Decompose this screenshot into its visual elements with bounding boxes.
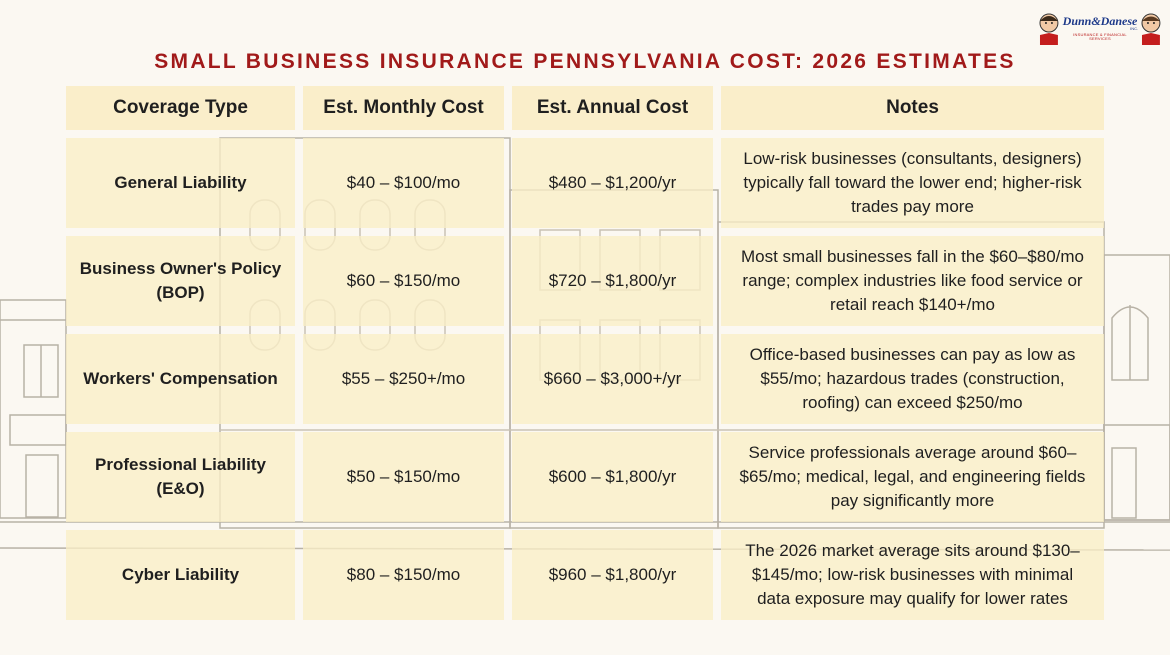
row-cyber-liability-annual: $960 – $1,800/yr xyxy=(512,530,713,620)
header-notes: Notes xyxy=(721,86,1104,130)
row-general-liability-notes: Low-risk businesses (consultants, design… xyxy=(721,138,1104,228)
row-bop-notes: Most small businesses fall in the $60–$8… xyxy=(721,236,1104,326)
row-cyber-liability-type: Cyber Liability xyxy=(66,530,295,620)
row-workers-comp-notes: Office-based businesses can pay as low a… xyxy=(721,334,1104,424)
logo-wordmark: Dunn&Danese INC. INSURANCE & FINANCIAL S… xyxy=(1062,15,1138,41)
row-bop-type: Business Owner's Policy (BOP) xyxy=(66,236,295,326)
header-monthly-cost: Est. Monthly Cost xyxy=(303,86,504,130)
row-workers-comp-type: Workers' Compensation xyxy=(66,334,295,424)
row-workers-comp-monthly: $55 – $250+/mo xyxy=(303,334,504,424)
logo-tagline: INSURANCE & FINANCIAL SERVICES xyxy=(1073,32,1127,41)
row-general-liability-annual: $480 – $1,200/yr xyxy=(512,138,713,228)
row-professional-liability-monthly: $50 – $150/mo xyxy=(303,432,504,522)
row-cyber-liability-notes: The 2026 market average sits around $130… xyxy=(721,530,1104,620)
header-annual-cost: Est. Annual Cost xyxy=(512,86,713,130)
row-general-liability-type: General Liability xyxy=(66,138,295,228)
company-logo: Dunn&Danese INC. INSURANCE & FINANCIAL S… xyxy=(1036,8,1164,48)
row-bop-annual: $720 – $1,800/yr xyxy=(512,236,713,326)
row-workers-comp-annual: $660 – $3,000+/yr xyxy=(512,334,713,424)
row-professional-liability-notes: Service professionals average around $60… xyxy=(721,432,1104,522)
logo-name: Dunn&Danese xyxy=(1062,14,1138,28)
header-coverage-type: Coverage Type xyxy=(66,86,295,130)
row-professional-liability-annual: $600 – $1,800/yr xyxy=(512,432,713,522)
mascot-face-icon xyxy=(1039,13,1059,45)
cost-table: Coverage Type Est. Monthly Cost Est. Ann… xyxy=(66,86,1104,620)
page-title: SMALL BUSINESS INSURANCE PENNSYLVANIA CO… xyxy=(154,50,1016,73)
logo-inc: INC. xyxy=(1130,26,1139,31)
mascot-face-icon xyxy=(1141,13,1161,45)
row-general-liability-monthly: $40 – $100/mo xyxy=(303,138,504,228)
row-professional-liability-type: Professional Liability (E&O) xyxy=(66,432,295,522)
row-bop-monthly: $60 – $150/mo xyxy=(303,236,504,326)
row-cyber-liability-monthly: $80 – $150/mo xyxy=(303,530,504,620)
